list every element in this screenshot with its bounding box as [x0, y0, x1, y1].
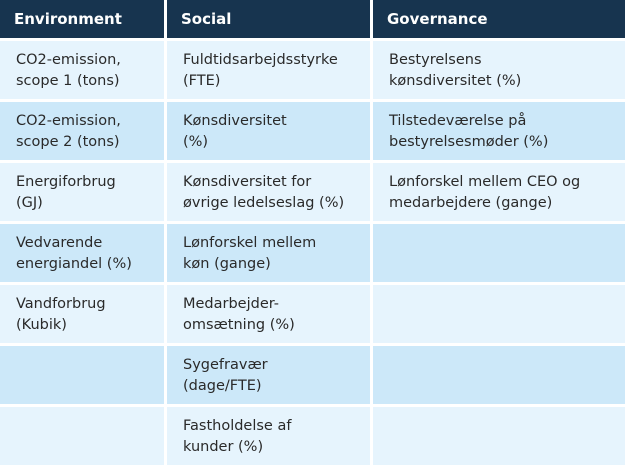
table-cell: Lønforskel mellem køn (gange): [167, 224, 370, 282]
table-cell: CO2-emission, scope 1 (tons): [0, 41, 164, 99]
table-cell: Energiforbrug (GJ): [0, 163, 164, 221]
table-cell: Bestyrelsens kønsdiversitet (%): [373, 41, 625, 99]
table-cell: [373, 224, 625, 282]
table-cell: Fuldtidsarbejdsstyrke (FTE): [167, 41, 370, 99]
table-cell: Sygefravær (dage/FTE): [167, 346, 370, 404]
table-cell: Medarbejder- omsætning (%): [167, 285, 370, 343]
table-cell: [0, 346, 164, 404]
table-cell: Kønsdiversitet (%): [167, 102, 370, 160]
table-cell: Kønsdiversitet for øvrige ledelseslag (%…: [167, 163, 370, 221]
table-cell: Vedvarende energiandel (%): [0, 224, 164, 282]
table-cell: Vandforbrug (Kubik): [0, 285, 164, 343]
table-cell: [373, 407, 625, 465]
table-cell: Tilstedeværelse på bestyrelsesmøder (%): [373, 102, 625, 160]
table-cell: Fastholdelse af kunder (%): [167, 407, 370, 465]
table-cell: Lønforskel mellem CEO og medarbejdere (g…: [373, 163, 625, 221]
header-social: Social: [167, 0, 370, 38]
table-cell: [373, 346, 625, 404]
header-environment: Environment: [0, 0, 164, 38]
table-cell: [0, 407, 164, 465]
header-governance: Governance: [373, 0, 625, 38]
table-cell: CO2-emission, scope 2 (tons): [0, 102, 164, 160]
table-cell: [373, 285, 625, 343]
